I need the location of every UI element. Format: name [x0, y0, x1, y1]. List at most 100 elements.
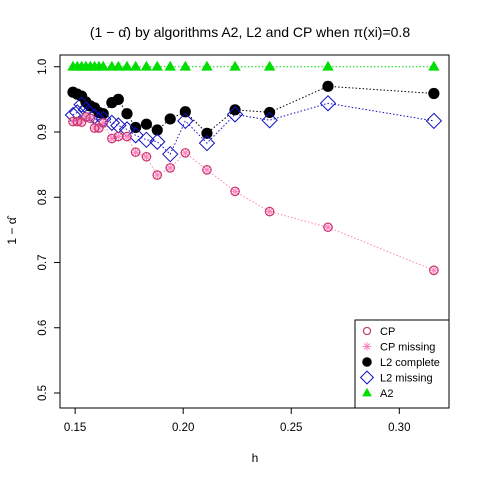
- l2-complete-point: [179, 106, 191, 118]
- l2-missing-point: [198, 134, 216, 152]
- a2-point: [322, 60, 334, 71]
- a2-point: [121, 60, 133, 71]
- data-points: [64, 60, 443, 276]
- cp-point: [141, 151, 152, 162]
- cp-point: [130, 147, 141, 158]
- cp-missing-point: [201, 164, 212, 175]
- legend-box: [354, 319, 450, 409]
- chart-title-symbol: α̂: [118, 24, 129, 40]
- l2-complete-point: [428, 87, 440, 100]
- l2-complete-point: [140, 118, 153, 130]
- cp-missing-point: [152, 170, 163, 181]
- legend-label: CP: [380, 326, 395, 338]
- legend-label: L2 missing: [380, 373, 433, 385]
- l2-missing-point: [319, 95, 337, 112]
- l2-missing-point: [177, 112, 194, 130]
- cp-point: [180, 148, 191, 158]
- cp-point: [85, 113, 96, 124]
- a2-point: [140, 60, 153, 71]
- x-axis-label: h: [252, 451, 259, 465]
- a2-point: [112, 60, 125, 71]
- legend-item: CP: [362, 326, 395, 338]
- a2-point: [428, 60, 440, 71]
- cp-missing-point: [362, 342, 372, 351]
- l2-complete-point: [121, 108, 133, 120]
- legend-item: L2 complete: [362, 357, 440, 369]
- l2-complete-point: [112, 93, 124, 105]
- cp-point: [165, 163, 176, 173]
- cp-missing-point: [121, 131, 132, 142]
- l2-missing-point: [162, 145, 179, 163]
- y-tick-label: 1.0: [37, 59, 49, 75]
- cp-point: [202, 165, 212, 175]
- l2-missing-point: [149, 133, 166, 150]
- cp-point: [89, 123, 100, 133]
- l2-complete-point: [362, 357, 372, 367]
- legend: CP CP missing L2 complete L2 missing A2: [354, 319, 450, 409]
- y-axis-label: 1 − α̂: [5, 215, 19, 244]
- series-line: [72, 102, 434, 156]
- cp-missing-point: [113, 131, 124, 142]
- a2-point: [164, 60, 176, 71]
- cp-missing-point: [230, 186, 241, 197]
- y-tick-label: 0.7: [37, 254, 49, 270]
- legend-label: A2: [380, 388, 393, 400]
- cp-missing-point: [165, 162, 176, 173]
- y-tick-label: 0.8: [37, 189, 49, 205]
- cp-missing-point: [428, 265, 439, 276]
- legend-item: L2 missing: [359, 370, 433, 385]
- chart-title-suffix: ) by algorithms A2, L2 and CP when π(xi)…: [126, 24, 410, 40]
- series-points: [67, 111, 439, 276]
- y-axis-label-symbol: α̂: [5, 215, 19, 224]
- a2-point: [129, 60, 142, 71]
- series-points: [67, 60, 440, 71]
- cp-point: [264, 206, 275, 217]
- cp-point: [429, 265, 439, 276]
- cp-missing-point: [106, 133, 117, 144]
- l2-complete-point: [201, 127, 213, 139]
- chart-title-prefix: (1 −: [90, 24, 118, 40]
- cp-point: [323, 222, 333, 233]
- x-tick-label: 0.25: [280, 422, 302, 434]
- axes: 0.15 0.20 0.25 0.30 0.5 0.6 0.7 0.8 0.9 1.0: [37, 54, 450, 434]
- cp-point: [122, 131, 132, 142]
- y-tick-label: 0.6: [37, 320, 49, 336]
- cp-point: [81, 112, 91, 122]
- l2-missing-point: [73, 96, 90, 113]
- cp-missing-point: [180, 147, 191, 158]
- legend-item: A2: [362, 387, 393, 400]
- l2-missing-point: [261, 112, 278, 129]
- a2-point: [151, 60, 163, 71]
- l2-complete-point: [322, 80, 334, 92]
- y-axis-label-prefix: 1 −: [5, 224, 19, 244]
- legend-label: L2 complete: [380, 357, 440, 369]
- cp-point: [107, 133, 117, 144]
- a2-point: [179, 60, 192, 71]
- plot-frame: [59, 54, 450, 409]
- series-points: [68, 112, 439, 276]
- y-tick-label: 0.9: [37, 124, 49, 140]
- l2-missing-point: [359, 370, 375, 385]
- x-tick-label: 0.20: [172, 422, 194, 434]
- l2-missing-point: [425, 112, 443, 130]
- cp-missing-point: [264, 206, 275, 217]
- l2-complete-point: [97, 108, 109, 120]
- legend-item: CP missing: [362, 342, 435, 354]
- a2-point: [229, 60, 241, 71]
- x-tick-label: 0.15: [64, 422, 86, 434]
- cp-point: [72, 116, 83, 127]
- l2-missing-point: [138, 131, 155, 149]
- cp-point: [362, 326, 372, 336]
- series-points: [67, 80, 440, 139]
- a2-point: [97, 60, 109, 71]
- cp-missing-point: [322, 222, 333, 233]
- a2-point: [362, 387, 372, 397]
- l2-missing-point: [127, 127, 144, 144]
- a2-point: [263, 60, 276, 71]
- x-tick-label: 0.30: [388, 422, 410, 434]
- l2-complete-point: [229, 104, 241, 116]
- l2-complete-point: [151, 124, 163, 136]
- series-lines: [72, 66, 435, 271]
- a2-point: [201, 60, 213, 71]
